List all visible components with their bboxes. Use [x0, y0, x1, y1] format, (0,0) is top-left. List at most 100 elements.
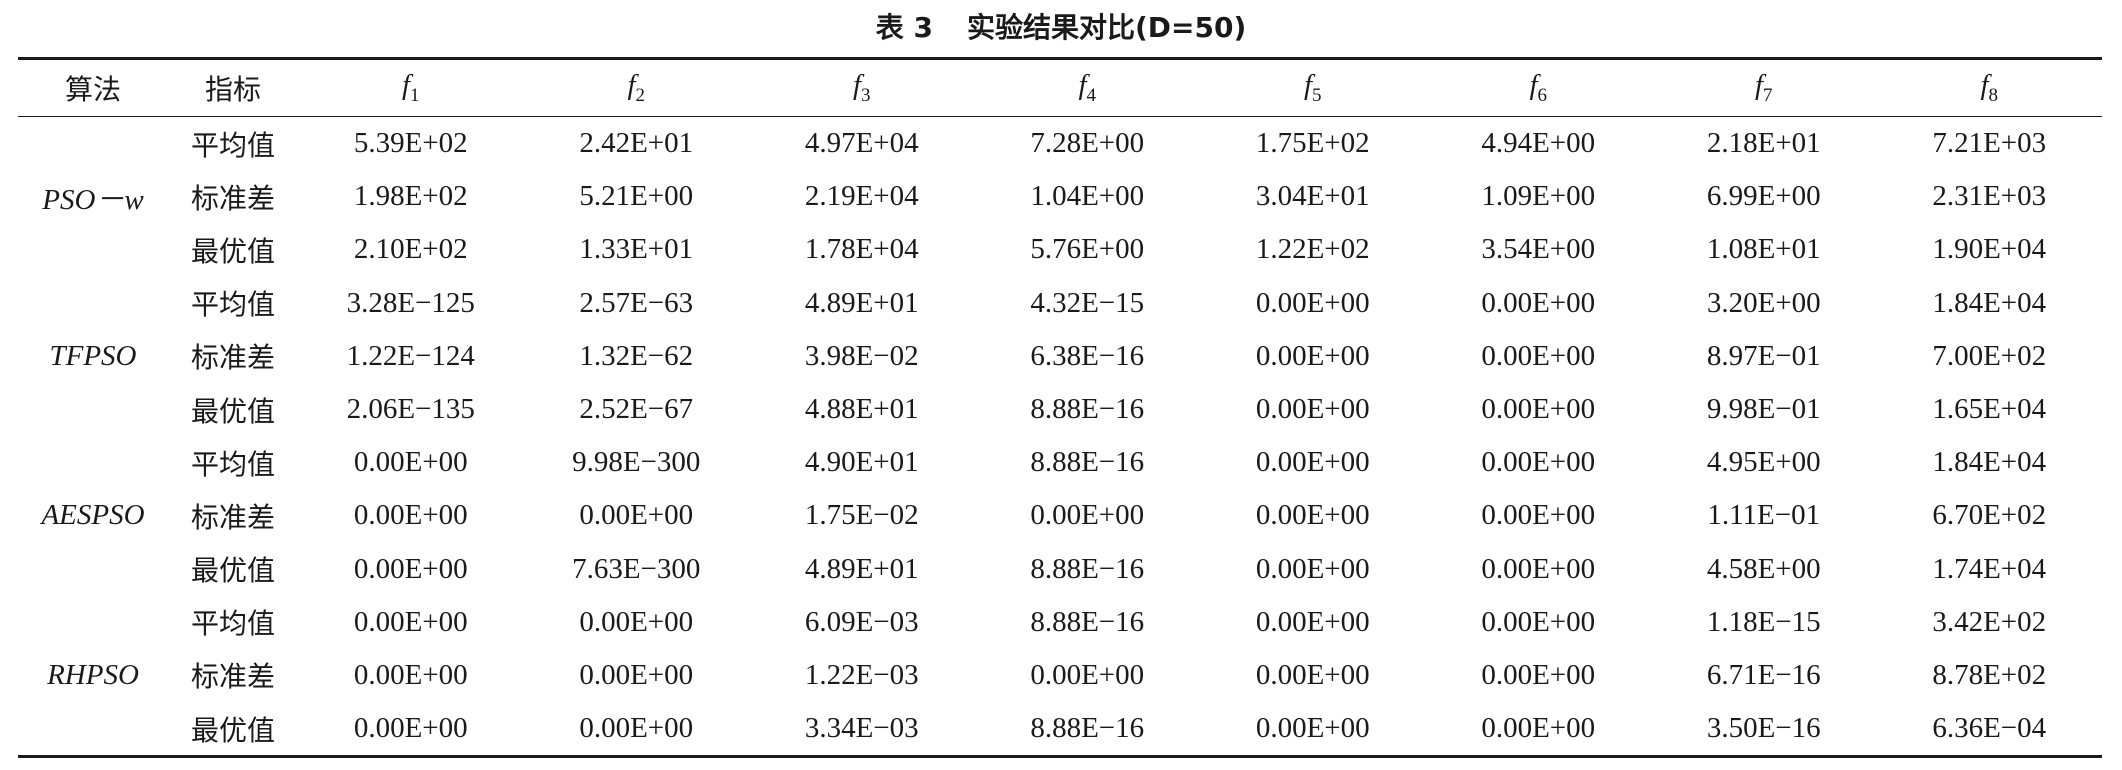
- metric-label: 标准差: [190, 181, 275, 215]
- value-cell: 0.00E+00: [1481, 658, 1596, 691]
- function-index: 1: [410, 84, 420, 106]
- value-cell: 1.65E+04: [1932, 393, 2047, 426]
- value-cell: 1.09E+00: [1481, 180, 1596, 213]
- function-symbol: f: [1529, 69, 1538, 102]
- table-row: 最优值 0.00E+00 0.00E+00 3.34E−03 8.88E−16 0.00E…: [18, 702, 2102, 757]
- header-function: f3: [749, 59, 975, 117]
- value-cell: 4.97E+04: [804, 127, 919, 160]
- table-row: RHPSO 平均值 0.00E+00 0.00E+00 6.09E−03 8.88E−16…: [18, 596, 2102, 691]
- function-index: 4: [1086, 84, 1097, 106]
- value-cell: 3.42E+02: [1932, 605, 2047, 638]
- value-cell: 5.21E+00: [579, 180, 694, 213]
- table-caption: 表 3 实验结果对比(D=50): [0, 6, 2122, 46]
- value-cell: 1.84E+04: [1932, 286, 2047, 319]
- header-function: f5: [1200, 59, 1426, 117]
- value-cell: 8.97E−01: [1706, 339, 1821, 372]
- value-cell: 3.54E+00: [1481, 233, 1596, 266]
- value-cell: 1.84E+04: [1932, 446, 2047, 479]
- metric-label: 标准差: [190, 500, 275, 534]
- value-cell: 0.00E+00: [1481, 712, 1596, 745]
- value-cell: 0.00E+00: [353, 712, 468, 745]
- value-cell: 0.00E+00: [1481, 286, 1596, 319]
- value-cell: 1.78E+04: [804, 233, 919, 266]
- header-function: f7: [1651, 59, 1877, 117]
- value-cell: 1.22E−124: [346, 339, 475, 372]
- value-cell: 6.99E+00: [1706, 180, 1821, 213]
- metric-label: 标准差: [190, 341, 275, 375]
- function-index: 2: [635, 84, 646, 106]
- function-symbol: f: [401, 69, 411, 102]
- value-cell: 8.88E−16: [1030, 605, 1145, 638]
- results-table: 算法 指标 f1 f2 f3 f4 f5 f6 f7 f8 PSO－w 平均值 5.39E+02 2…: [18, 57, 2102, 758]
- value-cell: 6.70E+02: [1932, 499, 2047, 532]
- value-cell: 1.11E−01: [1707, 499, 1821, 532]
- value-cell: 8.88E−16: [1030, 712, 1145, 745]
- value-cell: 0.00E+00: [1481, 393, 1596, 426]
- value-cell: 0.00E+00: [579, 712, 694, 745]
- algorithm-name: TFPSO: [49, 339, 137, 372]
- value-cell: 4.95E+00: [1706, 446, 1821, 479]
- value-cell: 2.18E+01: [1706, 127, 1821, 160]
- value-cell: 1.18E−15: [1706, 605, 1821, 638]
- metric-label: 最优值: [190, 713, 275, 747]
- function-index: 7: [1763, 84, 1773, 106]
- value-cell: 6.38E−16: [1030, 339, 1145, 372]
- function-symbol: f: [1078, 69, 1087, 102]
- function-index: 5: [1312, 84, 1322, 106]
- table-row: 最优值 2.06E−135 2.52E−67 4.88E+01 8.88E−16 0.00…: [18, 383, 2102, 436]
- value-cell: 6.36E−04: [1932, 712, 2047, 745]
- value-cell: 0.00E+00: [579, 605, 694, 638]
- value-cell: 0.00E+00: [353, 605, 468, 638]
- algorithm-name: PSO－w: [42, 183, 144, 216]
- value-cell: 0.00E+00: [1030, 658, 1145, 691]
- value-cell: 3.04E+01: [1255, 180, 1370, 213]
- value-cell: 0.00E+00: [1481, 605, 1596, 638]
- value-cell: 7.63E−300: [572, 552, 701, 585]
- value-cell: 1.90E+04: [1932, 233, 2047, 266]
- value-cell: 6.09E−03: [804, 605, 919, 638]
- table-header: 算法 指标 f1 f2 f3 f4 f5 f6 f7 f8: [18, 58, 2103, 117]
- value-cell: 5.39E+02: [353, 127, 468, 160]
- metric-label: 平均值: [190, 128, 275, 162]
- header-function: f8: [1877, 59, 2103, 117]
- function-index: 6: [1537, 84, 1548, 106]
- value-cell: 3.28E−125: [346, 286, 475, 319]
- value-cell: 4.90E+01: [804, 446, 919, 479]
- value-cell: 7.00E+02: [1932, 339, 2047, 372]
- table-body: PSO－w 平均值 5.39E+02 2.42E+01 4.97E+04 7.28E+00…: [18, 117, 2102, 757]
- table-row: 标准差 0.00E+00 0.00E+00 1.75E−02 0.00E+00 0.00E…: [18, 489, 2102, 542]
- value-cell: 1.74E+04: [1932, 552, 2047, 585]
- value-cell: 0.00E+00: [1255, 286, 1370, 319]
- table-row: 标准差 1.22E−124 1.32E−62 3.98E−02 6.38E−16 0.00…: [18, 330, 2102, 383]
- value-cell: 2.42E+01: [579, 127, 694, 160]
- function-symbol: f: [852, 69, 862, 102]
- header-metric: 指标: [204, 73, 261, 106]
- value-cell: 0.00E+00: [1030, 499, 1145, 532]
- value-cell: 1.75E+02: [1255, 127, 1370, 160]
- table-row: PSO－w 平均值 5.39E+02 2.42E+01 4.97E+04 7.28E+00…: [18, 117, 2102, 216]
- function-symbol: f: [1980, 69, 1989, 102]
- value-cell: 1.08E+01: [1706, 233, 1821, 266]
- value-cell: 4.89E+01: [804, 286, 919, 319]
- header-function: f4: [975, 59, 1201, 117]
- value-cell: 3.98E−02: [804, 339, 919, 372]
- header-function: f6: [1426, 59, 1652, 117]
- value-cell: 8.88E−16: [1030, 393, 1145, 426]
- table-row: AESPSO 平均值 0.00E+00 9.98E−300 4.90E+01 8.88E−…: [18, 436, 2102, 531]
- value-cell: 3.20E+00: [1706, 286, 1821, 319]
- value-cell: 0.00E+00: [1255, 393, 1370, 426]
- metric-label: 标准差: [190, 660, 275, 694]
- value-cell: 1.32E−62: [579, 339, 694, 372]
- value-cell: 0.00E+00: [1255, 446, 1370, 479]
- value-cell: 8.88E−16: [1030, 552, 1145, 585]
- value-cell: 0.00E+00: [353, 552, 468, 585]
- value-cell: 0.00E+00: [1255, 499, 1370, 532]
- value-cell: 2.06E−135: [346, 393, 475, 426]
- value-cell: 0.00E+00: [1255, 339, 1370, 372]
- value-cell: 0.00E+00: [1255, 552, 1370, 585]
- value-cell: 1.75E−02: [804, 499, 919, 532]
- value-cell: 4.58E+00: [1706, 552, 1821, 585]
- value-cell: 0.00E+00: [353, 446, 468, 479]
- table-row: TFPSO 平均值 3.28E−125 2.57E−63 4.89E+01 4.32E−1…: [18, 277, 2102, 372]
- table-number: 表 3: [875, 11, 933, 44]
